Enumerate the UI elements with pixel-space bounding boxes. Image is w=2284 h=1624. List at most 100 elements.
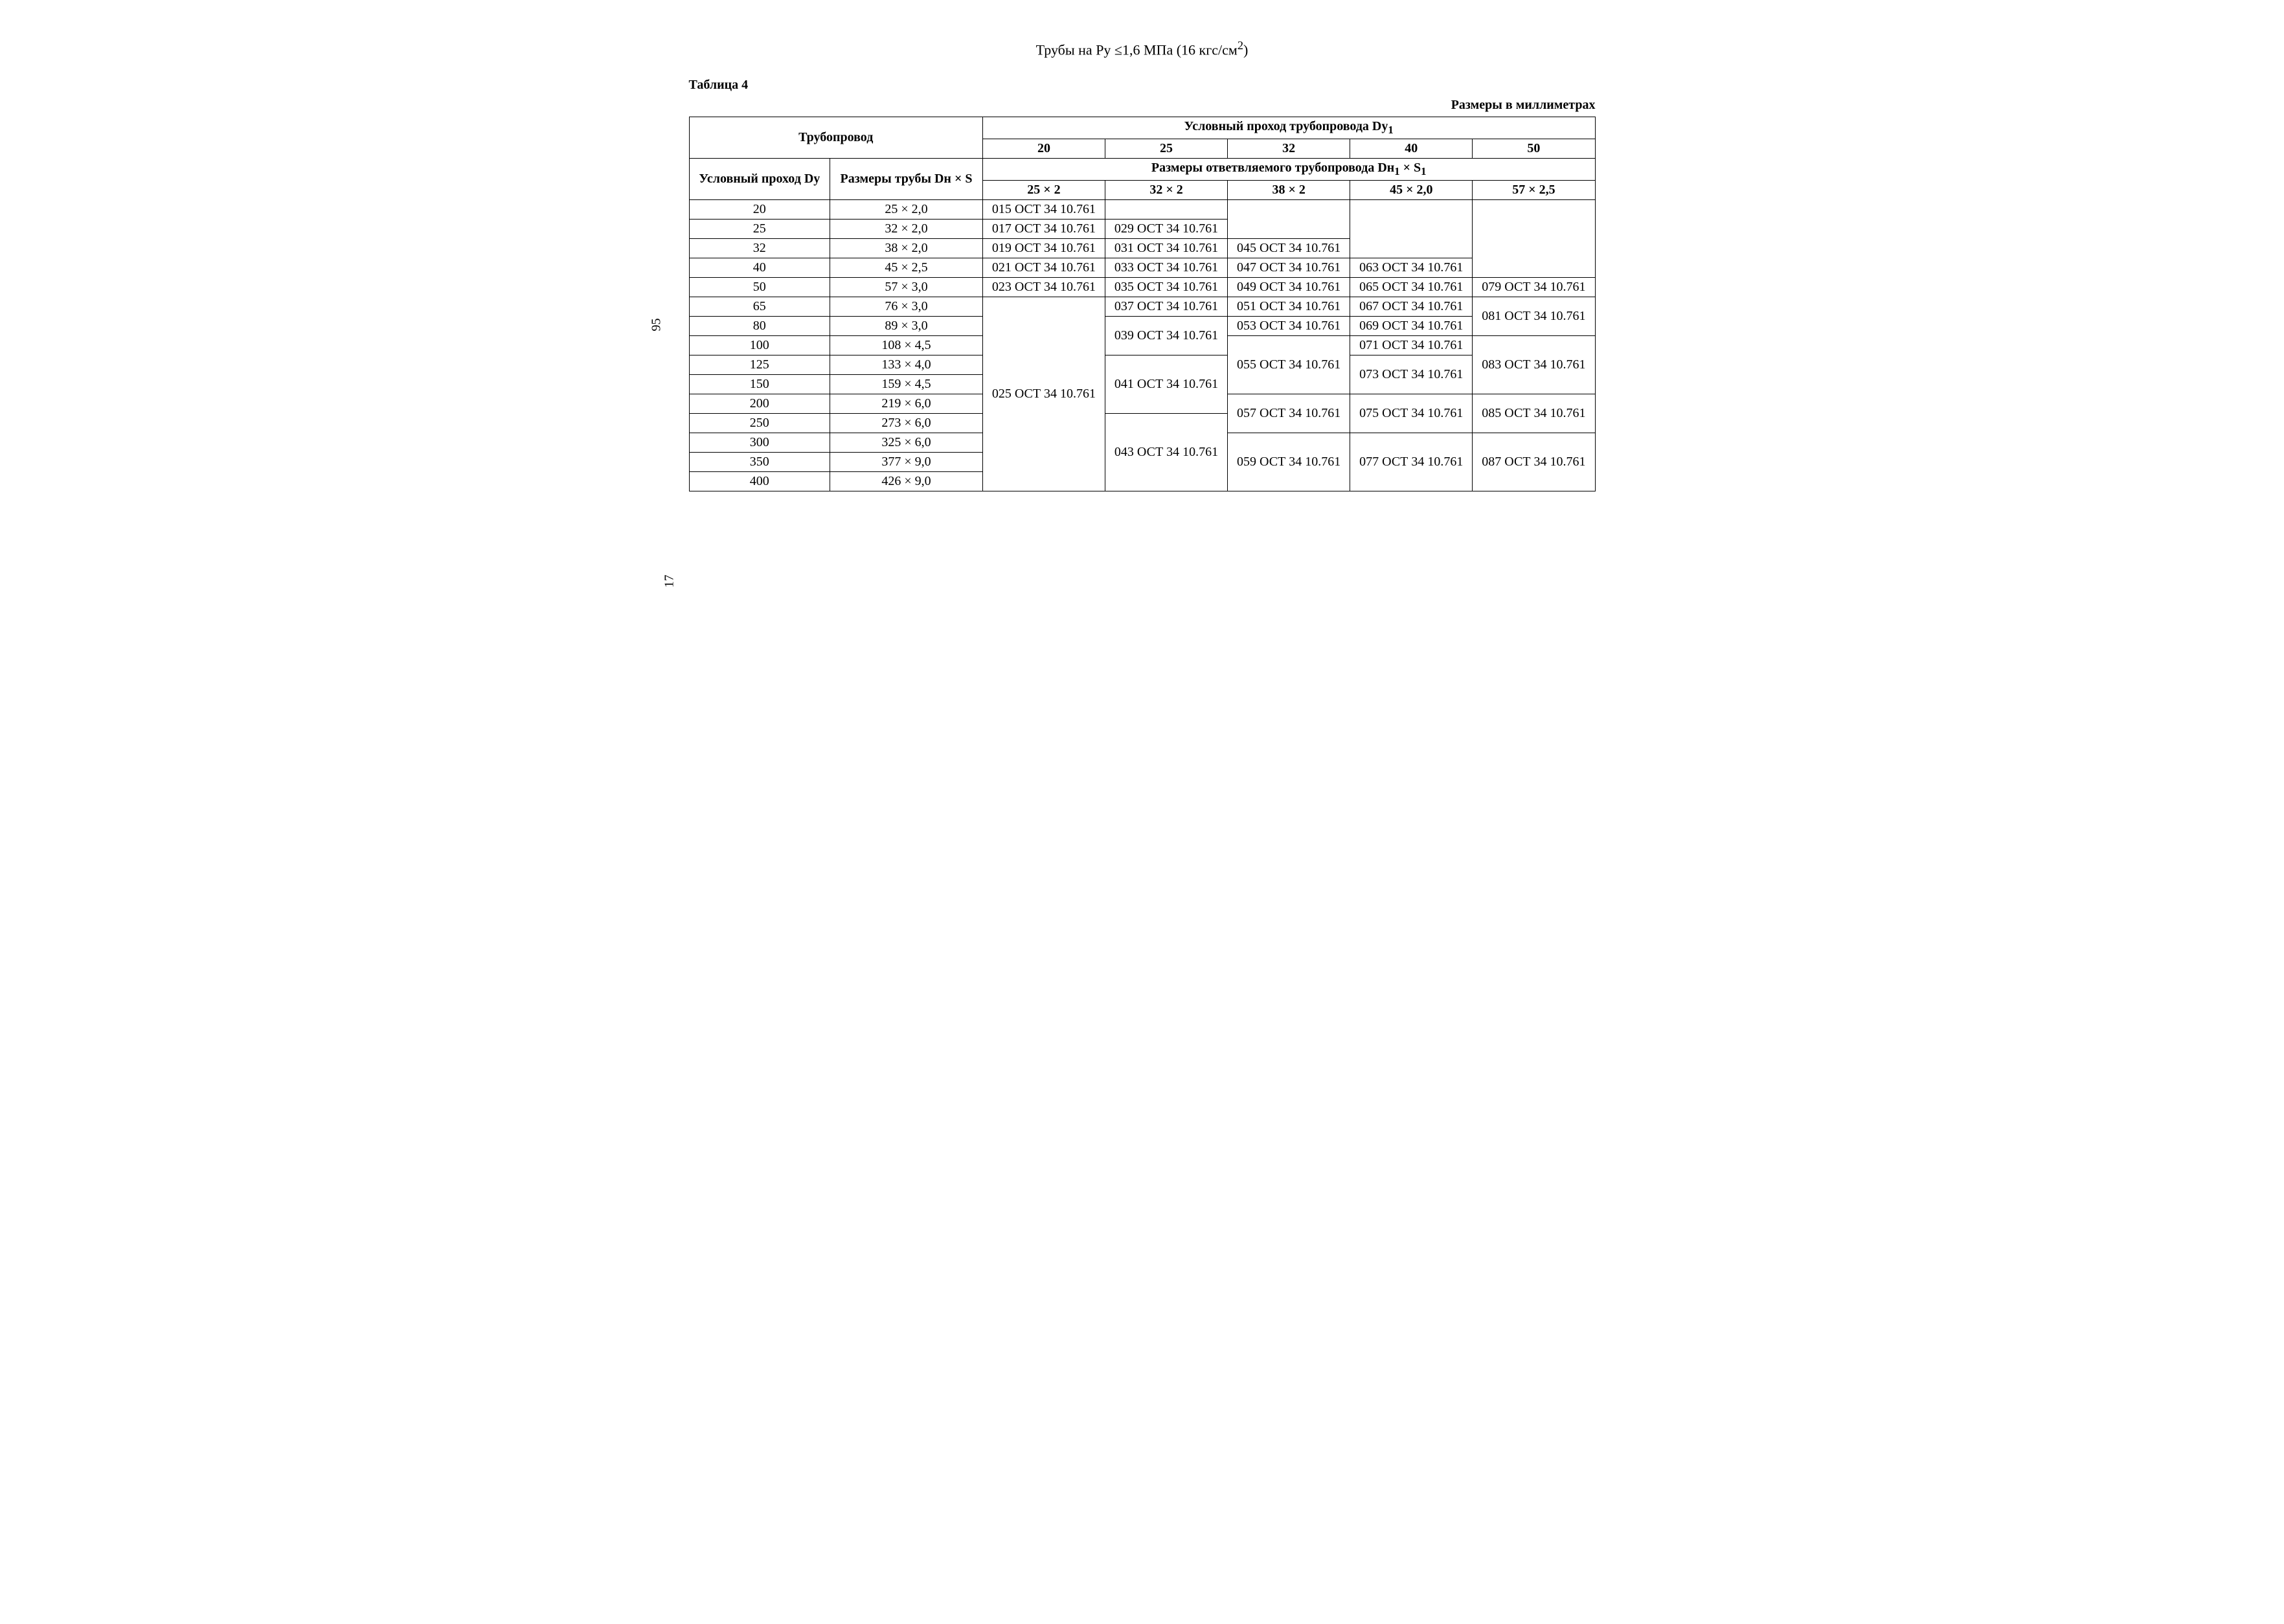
cell-dn: 377 × 9,0: [830, 452, 983, 471]
cell-empty: [1228, 219, 1350, 238]
cell-dy: 250: [689, 413, 830, 433]
table-row: 65 76 × 3,0 025 ОСТ 34 10.761 037 ОСТ 34…: [689, 297, 1595, 316]
cell-val-merged: 039 ОСТ 34 10.761: [1105, 316, 1228, 355]
cell-val-merged: 085 ОСТ 34 10.761: [1473, 394, 1595, 433]
hdr-size-col: 57 × 2,5: [1473, 180, 1595, 199]
cell-val: 051 ОСТ 34 10.761: [1228, 297, 1350, 316]
cell-val: 017 ОСТ 34 10.761: [982, 219, 1105, 238]
side-page-number: 95: [649, 319, 664, 332]
hdr-size-col: 25 × 2: [982, 180, 1105, 199]
cell-val: 035 ОСТ 34 10.761: [1105, 277, 1228, 297]
cell-dy: 65: [689, 297, 830, 316]
cell-dn: 219 × 6,0: [830, 394, 983, 413]
cell-dn: 159 × 4,5: [830, 374, 983, 394]
hdr-truboprovod: Трубопровод: [689, 117, 982, 159]
cell-val: 031 ОСТ 34 10.761: [1105, 238, 1228, 258]
hdr-size-col: 45 × 2,0: [1350, 180, 1473, 199]
hdr-dy1-col: 25: [1105, 139, 1228, 159]
cell-val-merged: 057 ОСТ 34 10.761: [1228, 394, 1350, 433]
cell-dy: 150: [689, 374, 830, 394]
cell-val-merged: 081 ОСТ 34 10.761: [1473, 297, 1595, 335]
table-row: 125 133 × 4,0 041 ОСТ 34 10.761 073 ОСТ …: [689, 355, 1595, 374]
hdr-dy1-col: 50: [1473, 139, 1595, 159]
hdr-size-col: 32 × 2: [1105, 180, 1228, 199]
cell-val: 023 ОСТ 34 10.761: [982, 277, 1105, 297]
cell-empty: [1228, 199, 1350, 219]
table-row: 25 32 × 2,0 017 ОСТ 34 10.761 029 ОСТ 34…: [689, 219, 1595, 238]
hdr-dy1-col: 32: [1228, 139, 1350, 159]
cell-val-merged: 075 ОСТ 34 10.761: [1350, 394, 1473, 433]
cell-val-merged: 043 ОСТ 34 10.761: [1105, 413, 1228, 491]
cell-val-merged: 073 ОСТ 34 10.761: [1350, 355, 1473, 394]
cell-val: 045 ОСТ 34 10.761: [1228, 238, 1350, 258]
cell-val: 065 ОСТ 34 10.761: [1350, 277, 1473, 297]
cell-val: 071 ОСТ 34 10.761: [1350, 335, 1473, 355]
cell-dy: 300: [689, 433, 830, 452]
page-title: Трубы на Ру ≤1,6 МПа (16 кгс/см2): [689, 39, 1596, 58]
table-label: Таблица 4: [689, 78, 1596, 93]
cell-val: 015 ОСТ 34 10.761: [982, 199, 1105, 219]
cell-val: 063 ОСТ 34 10.761: [1350, 258, 1473, 277]
cell-val: 049 ОСТ 34 10.761: [1228, 277, 1350, 297]
hdr-dy1: Условный проход трубопровода Dу1: [982, 117, 1595, 139]
cell-empty: [1105, 199, 1228, 219]
cell-val: 053 ОСТ 34 10.761: [1228, 316, 1350, 335]
cell-val: 019 ОСТ 34 10.761: [982, 238, 1105, 258]
cell-dy: 32: [689, 238, 830, 258]
cell-val: 033 ОСТ 34 10.761: [1105, 258, 1228, 277]
cell-dn: 89 × 3,0: [830, 316, 983, 335]
table-row: 40 45 × 2,5 021 ОСТ 34 10.761 033 ОСТ 34…: [689, 258, 1595, 277]
hdr-usl-prohod: Условный проход Dу: [689, 159, 830, 200]
cell-dy: 100: [689, 335, 830, 355]
cell-val: 047 ОСТ 34 10.761: [1228, 258, 1350, 277]
cell-val-merged: 055 ОСТ 34 10.761: [1228, 335, 1350, 394]
cell-dn: 133 × 4,0: [830, 355, 983, 374]
table-row: 50 57 × 3,0 023 ОСТ 34 10.761 035 ОСТ 34…: [689, 277, 1595, 297]
cell-dy: 80: [689, 316, 830, 335]
cell-dy: 125: [689, 355, 830, 374]
hdr-dy1-col: 40: [1350, 139, 1473, 159]
cell-val: 037 ОСТ 34 10.761: [1105, 297, 1228, 316]
cell-dy: 200: [689, 394, 830, 413]
cell-dn: 76 × 3,0: [830, 297, 983, 316]
cell-empty: [1350, 238, 1473, 258]
table-row: 32 38 × 2,0 019 ОСТ 34 10.761 031 ОСТ 34…: [689, 238, 1595, 258]
cell-dn: 426 × 9,0: [830, 471, 983, 491]
cell-dn: 57 × 3,0: [830, 277, 983, 297]
bottom-page-number: 17: [662, 574, 677, 587]
cell-dy: 25: [689, 219, 830, 238]
hdr-razmery-truby: Размеры трубы Dн × S: [830, 159, 983, 200]
cell-dn: 32 × 2,0: [830, 219, 983, 238]
cell-dn: 325 × 6,0: [830, 433, 983, 452]
cell-val-merged: 087 ОСТ 34 10.761: [1473, 433, 1595, 491]
cell-empty: [1473, 238, 1595, 258]
cell-empty: [1350, 219, 1473, 238]
table-row: 80 89 × 3,0 039 ОСТ 34 10.761 053 ОСТ 34…: [689, 316, 1595, 335]
cell-dn: 38 × 2,0: [830, 238, 983, 258]
cell-dy: 50: [689, 277, 830, 297]
hdr-dy1-col: 20: [982, 139, 1105, 159]
cell-dn: 25 × 2,0: [830, 199, 983, 219]
cell-empty: [1473, 199, 1595, 219]
cell-dy: 20: [689, 199, 830, 219]
cell-empty: [1473, 219, 1595, 238]
cell-dy: 40: [689, 258, 830, 277]
hdr-razmery-otv: Размеры ответвляемого трубопровода Dн1 ×…: [982, 159, 1595, 181]
cell-val-merged: 025 ОСТ 34 10.761: [982, 297, 1105, 491]
cell-val-merged: 077 ОСТ 34 10.761: [1350, 433, 1473, 491]
cell-dy: 350: [689, 452, 830, 471]
cell-val: 029 ОСТ 34 10.761: [1105, 219, 1228, 238]
cell-val: 021 ОСТ 34 10.761: [982, 258, 1105, 277]
table-row: 20 25 × 2,0 015 ОСТ 34 10.761: [689, 199, 1595, 219]
cell-dy: 400: [689, 471, 830, 491]
cell-dn: 45 × 2,5: [830, 258, 983, 277]
cell-val-merged: 059 ОСТ 34 10.761: [1228, 433, 1350, 491]
units-label: Размеры в миллиметрах: [689, 98, 1596, 113]
cell-empty: [1350, 199, 1473, 219]
pipe-table: Трубопровод Условный проход трубопровода…: [689, 117, 1596, 491]
cell-val: 069 ОСТ 34 10.761: [1350, 316, 1473, 335]
cell-val-merged: 083 ОСТ 34 10.761: [1473, 335, 1595, 394]
cell-val-merged: 041 ОСТ 34 10.761: [1105, 355, 1228, 413]
cell-dn: 273 × 6,0: [830, 413, 983, 433]
hdr-size-col: 38 × 2: [1228, 180, 1350, 199]
